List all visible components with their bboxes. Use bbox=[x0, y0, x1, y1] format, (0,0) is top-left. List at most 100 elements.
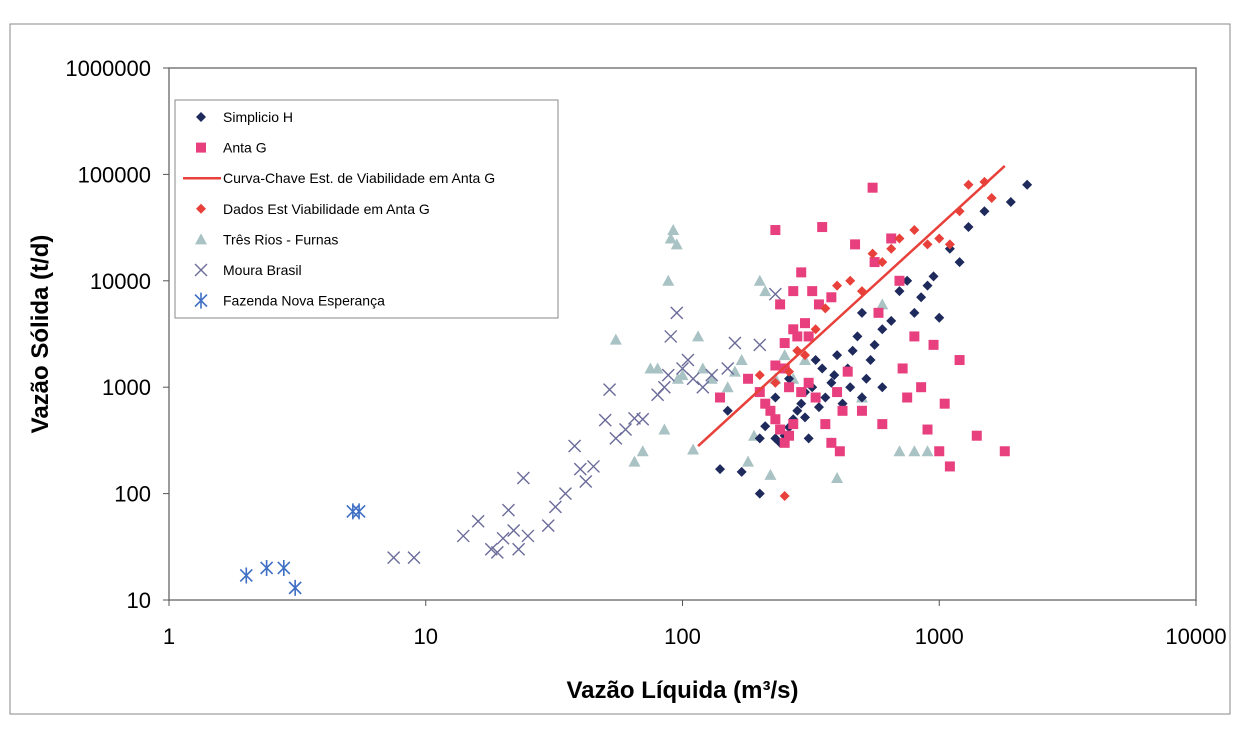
data-point bbox=[954, 355, 965, 366]
data-point bbox=[867, 248, 878, 259]
data-point bbox=[845, 275, 856, 286]
data-point bbox=[779, 338, 790, 349]
data-point bbox=[856, 392, 867, 403]
data-point bbox=[768, 287, 782, 301]
data-point bbox=[796, 398, 807, 409]
y-tick-label: 10000 bbox=[90, 269, 151, 294]
data-point bbox=[770, 377, 781, 388]
data-point bbox=[916, 382, 927, 393]
y-tick-label: 10 bbox=[127, 588, 151, 613]
data-point bbox=[810, 355, 821, 366]
data-point bbox=[664, 232, 677, 244]
data-point bbox=[770, 225, 781, 236]
data-point bbox=[352, 503, 366, 520]
data-point bbox=[662, 274, 675, 286]
data-point bbox=[471, 514, 485, 528]
data-point bbox=[813, 402, 824, 413]
data-point bbox=[260, 559, 274, 576]
data-point bbox=[586, 459, 600, 473]
data-point bbox=[803, 331, 814, 342]
data-point bbox=[775, 424, 786, 435]
legend-label: Moura Brasil bbox=[223, 262, 302, 278]
data-point bbox=[788, 419, 799, 430]
data-point bbox=[568, 439, 582, 453]
data-point bbox=[979, 206, 990, 217]
series-tres-rios-furnas bbox=[609, 224, 934, 484]
data-point bbox=[796, 387, 807, 398]
data-point bbox=[877, 419, 888, 430]
data-point bbox=[784, 382, 795, 393]
data-point bbox=[832, 387, 843, 398]
data-point bbox=[676, 369, 689, 381]
data-point bbox=[909, 225, 920, 236]
data-point bbox=[753, 274, 766, 286]
data-point bbox=[810, 392, 821, 403]
data-point bbox=[909, 307, 920, 318]
data-point bbox=[934, 446, 945, 457]
data-point bbox=[842, 366, 853, 377]
series-moura-brasil bbox=[387, 287, 782, 565]
legend-label: Fazenda Nova Esperança bbox=[223, 293, 385, 309]
data-point bbox=[837, 405, 848, 416]
data-point bbox=[516, 471, 530, 485]
data-point bbox=[922, 280, 933, 291]
data-point bbox=[735, 354, 748, 366]
x-tick-label: 1000 bbox=[915, 624, 964, 649]
data-point bbox=[788, 286, 799, 297]
data-point bbox=[548, 500, 562, 514]
data-point bbox=[832, 280, 843, 291]
data-point bbox=[916, 292, 927, 303]
data-point bbox=[792, 405, 803, 416]
data-point bbox=[954, 257, 965, 268]
data-point bbox=[603, 383, 617, 397]
data-point bbox=[705, 368, 719, 382]
data-point bbox=[496, 531, 510, 545]
data-point bbox=[939, 398, 950, 409]
data-point bbox=[775, 299, 786, 310]
data-point bbox=[869, 257, 880, 268]
legend-marker bbox=[195, 233, 207, 245]
data-point bbox=[651, 362, 664, 374]
data-point bbox=[609, 333, 622, 345]
data-point bbox=[893, 445, 906, 457]
data-point bbox=[908, 445, 921, 457]
data-point bbox=[705, 372, 718, 384]
data-point bbox=[696, 362, 709, 374]
data-point bbox=[873, 307, 884, 318]
y-tick-label: 100 bbox=[114, 482, 151, 507]
data-point bbox=[721, 381, 734, 393]
data-point bbox=[944, 239, 955, 250]
data-point bbox=[921, 445, 934, 457]
data-point bbox=[521, 529, 535, 543]
data-point bbox=[770, 414, 781, 425]
data-point bbox=[722, 405, 733, 416]
x-tick-label: 100 bbox=[664, 624, 701, 649]
data-point bbox=[934, 312, 945, 323]
data-point bbox=[826, 437, 837, 448]
data-point bbox=[817, 363, 828, 374]
data-point bbox=[894, 286, 905, 297]
data-point bbox=[507, 524, 521, 537]
data-point bbox=[867, 182, 878, 193]
data-point bbox=[934, 233, 945, 244]
data-point bbox=[754, 433, 765, 444]
data-point bbox=[886, 233, 897, 244]
data-point bbox=[636, 445, 649, 457]
data-point bbox=[765, 405, 776, 416]
data-point bbox=[944, 461, 955, 472]
data-point bbox=[681, 353, 695, 367]
data-point bbox=[902, 392, 913, 403]
data-point bbox=[754, 488, 765, 499]
data-point bbox=[850, 239, 861, 250]
data-point bbox=[922, 239, 933, 250]
data-point bbox=[831, 472, 844, 484]
data-point bbox=[598, 413, 612, 427]
data-series bbox=[239, 165, 1033, 596]
legend-box bbox=[174, 99, 559, 319]
data-point bbox=[807, 286, 818, 297]
legend-marker bbox=[196, 203, 206, 214]
data-point bbox=[676, 361, 689, 375]
data-point bbox=[852, 331, 863, 342]
data-point bbox=[696, 380, 710, 394]
